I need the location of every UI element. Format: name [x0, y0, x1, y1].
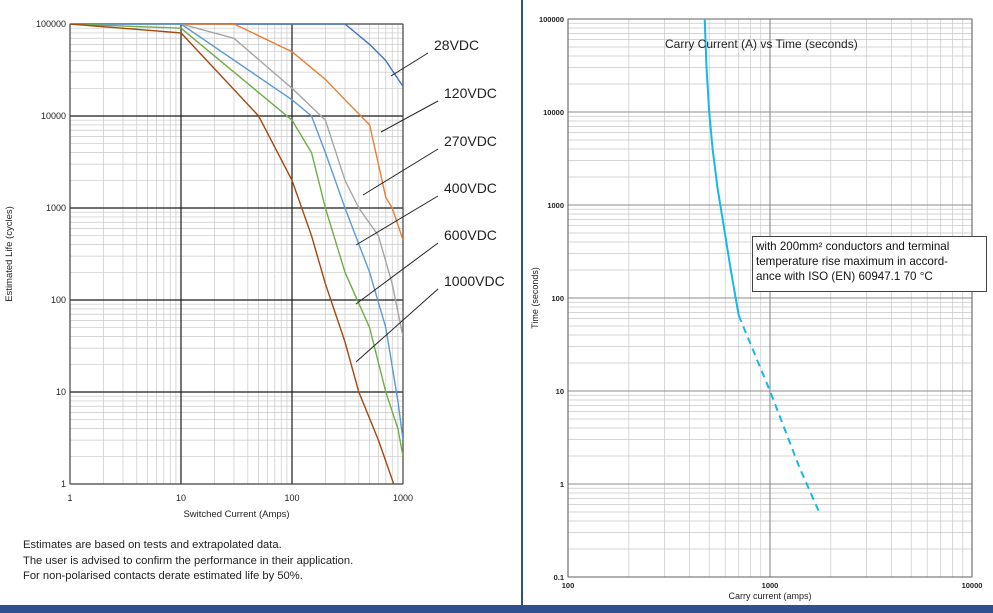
plot-frame — [567, 18, 973, 578]
note-line: For non-polarised contacts derate estima… — [23, 570, 303, 582]
series-label: 28VDC — [434, 37, 479, 53]
x-tick-label: 10 — [176, 493, 186, 503]
x-tick-label: 100 — [284, 493, 299, 503]
notes: Estimates are based on tests and extrapo… — [23, 538, 503, 585]
carry-chart-panel: 100 1000 10000 0.1 1 10 100 1000 10000 100000 Carr… — [523, 0, 993, 605]
y-tick-label: 0.1 — [554, 573, 564, 582]
y-tick-label: 100000 — [36, 19, 66, 29]
series-label: 270VDC — [444, 133, 497, 149]
annotation-line: with 200mm² conductors and terminal — [756, 240, 950, 253]
chart-title: Carry Current (A) vs Time (seconds) — [665, 37, 858, 51]
y-tick-label: 1 — [560, 480, 564, 489]
series-label: 600VDC — [444, 227, 497, 243]
leader-line — [362, 148, 439, 196]
leader-line — [355, 242, 439, 305]
y-tick-label: 100 — [51, 295, 66, 305]
series-group — [703, 19, 821, 513]
x-axis-label: Switched Current (Amps) — [183, 509, 289, 520]
life-chart: 1 10 100 1000 1 10 100 1000 10000 100000 Switched … — [4, 19, 505, 520]
x-axis-label: Carry current (amps) — [728, 591, 811, 601]
leader-line — [355, 195, 439, 246]
y-tick-label: 10 — [56, 387, 66, 397]
y-tick-label: 10 — [556, 387, 564, 396]
series-line — [70, 24, 403, 337]
life-chart-panel: 1 10 100 1000 1 10 100 1000 10000 100000 Switched … — [0, 0, 521, 605]
y-tick-label: 10000 — [41, 111, 66, 121]
leader-line — [355, 288, 439, 363]
y-tick-label: 10000 — [543, 108, 564, 117]
y-axis-label: Estimated Life (cycles) — [4, 206, 15, 302]
x-tick-label: 1 — [67, 493, 72, 503]
x-tick-label: 100 — [562, 581, 575, 590]
series-line — [70, 24, 403, 241]
x-tick-label: 1000 — [393, 493, 413, 503]
series-line — [70, 24, 395, 484]
series-line — [703, 19, 740, 316]
note-line: Estimates are based on tests and extrapo… — [23, 539, 282, 551]
leader-line — [390, 52, 429, 77]
series-label: 400VDC — [444, 180, 497, 196]
y-tick-label: 1 — [61, 479, 66, 489]
annotation-line: ance with ISO (EN) 60947.1 70 °C — [756, 270, 933, 283]
series-line — [70, 24, 403, 87]
series-line — [737, 315, 821, 513]
x-tick-label: 10000 — [962, 581, 983, 590]
series-label: 120VDC — [444, 85, 497, 101]
note-line: The user is advised to confirm the perfo… — [23, 554, 354, 567]
y-axis-label: Time (seconds) — [530, 267, 540, 329]
leader-line — [380, 100, 439, 133]
y-tick-label: 100 — [551, 294, 564, 303]
series-label: 1000VDC — [444, 273, 505, 289]
series-line — [70, 24, 403, 457]
series-line — [70, 24, 403, 441]
y-tick-label: 1000 — [547, 201, 564, 210]
x-tick-label: 1000 — [762, 581, 779, 590]
y-tick-label: 1000 — [46, 203, 66, 213]
conductor-annotation-box: with 200mm² conductors and terminal temp… — [752, 236, 987, 292]
series-group — [70, 24, 403, 484]
y-tick-label: 100000 — [539, 15, 564, 24]
carry-chart: 100 1000 10000 0.1 1 10 100 1000 10000 100000 Carr… — [530, 15, 983, 601]
annotation-line: temperature rise maximum in accord- — [756, 255, 948, 268]
